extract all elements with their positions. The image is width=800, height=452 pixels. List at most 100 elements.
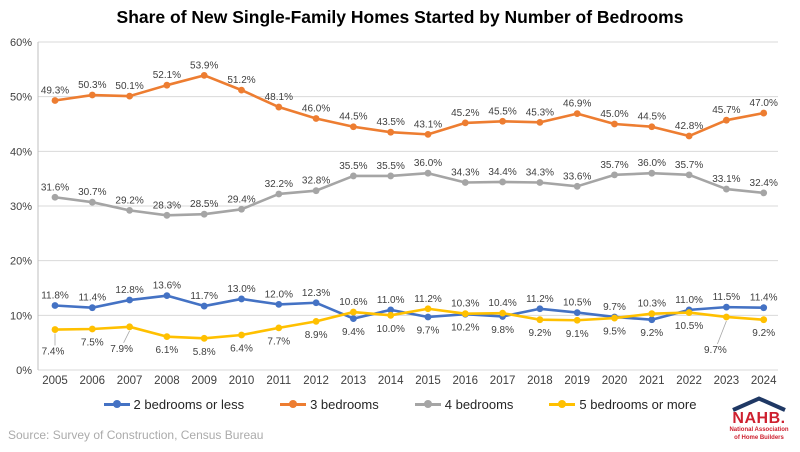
data-label: 9.2% — [640, 328, 663, 339]
y-tick-label: 30% — [10, 201, 32, 213]
data-label: 29.4% — [227, 194, 255, 205]
nahb-logo: NAHB. National Association of Home Build… — [722, 396, 796, 450]
legend-item-4-bedrooms: 4 bedrooms — [414, 397, 514, 412]
bedrooms-share-line-chart: 0% 10% 20% 30% 40% 50% 60% 2005 2006 2007 2008 2009… — [10, 37, 778, 387]
x-tick-label: 2009 — [191, 375, 217, 387]
data-point — [611, 120, 618, 128]
data-label: 48.1% — [265, 92, 293, 103]
data-label: 5.8% — [193, 347, 216, 358]
data-label: 52.1% — [153, 70, 181, 81]
data-label: 10.0% — [377, 324, 405, 335]
data-point — [126, 92, 133, 100]
data-point — [200, 210, 208, 218]
data-label: 34.3% — [526, 167, 554, 178]
data-point — [573, 182, 581, 190]
data-label: 35.5% — [377, 161, 405, 172]
label-leader-line — [717, 320, 727, 345]
data-label: 12.8% — [115, 285, 143, 296]
data-point — [461, 119, 469, 127]
data-labels-5-bedrooms-or-more: 7.4% 7.5% 7.9% 6.1% 5.8% 6.4% 7.7% 8.9% 10.6% 10.… — [42, 294, 776, 358]
data-label: 49.3% — [41, 85, 69, 96]
data-labels-3-bedrooms: 49.3% 50.3% 50.1% 52.1% 53.9% 51.2% 48.1% 46.0%… — [41, 60, 778, 132]
data-label: 11.8% — [41, 290, 69, 301]
legend-item-2-bedrooms-or-less: 2 bedrooms or less — [103, 397, 244, 412]
data-label: 8.9% — [305, 330, 328, 341]
data-label: 46.9% — [563, 99, 591, 110]
data-point — [536, 305, 544, 313]
data-label: 35.7% — [600, 160, 628, 171]
data-label: 13.0% — [227, 284, 255, 295]
data-point — [312, 187, 320, 195]
data-label: 9.8% — [491, 325, 514, 336]
data-labels-4-bedrooms: 31.6% 30.7% 29.2% 28.3% 28.5% 29.4% 32.2% 32.8%… — [41, 158, 778, 211]
data-point — [648, 316, 656, 324]
x-tick-label: 2007 — [117, 375, 143, 387]
data-label: 9.7% — [603, 302, 626, 313]
legend-label: 5 bedrooms or more — [579, 397, 697, 412]
data-label: 9.2% — [752, 328, 775, 339]
data-label: 44.5% — [638, 112, 666, 123]
data-label: 43.5% — [377, 117, 405, 128]
data-label: 35.5% — [339, 161, 367, 172]
legend-marker-icon — [103, 400, 130, 409]
data-point — [350, 315, 357, 323]
data-point — [51, 97, 59, 104]
data-point — [685, 132, 693, 140]
data-point — [648, 169, 656, 177]
legend-label: 4 bedrooms — [444, 397, 514, 412]
legend-marker-icon — [549, 400, 576, 409]
data-label: 35.7% — [675, 160, 703, 171]
data-point — [387, 128, 395, 136]
data-label: 10.3% — [638, 299, 666, 310]
data-point — [536, 118, 544, 126]
data-label: 30.7% — [78, 187, 106, 198]
data-label: 45.7% — [712, 105, 740, 116]
data-point — [275, 103, 283, 111]
x-axis-labels: 2005 2006 2007 2008 2009 2010 2011 2012 2013 2014… — [42, 375, 777, 387]
series-4-bedrooms — [51, 169, 768, 219]
series-5-bedrooms-or-more — [51, 305, 768, 342]
data-point — [88, 198, 96, 206]
legend-item-3-bedrooms: 3 bedrooms — [280, 397, 379, 412]
nahb-logo-line1: National Association — [729, 427, 789, 433]
data-point — [387, 306, 395, 314]
data-point — [760, 316, 768, 324]
data-label: 7.5% — [81, 338, 104, 349]
data-label: 10.2% — [451, 323, 479, 334]
data-label: 29.2% — [115, 195, 143, 206]
data-point — [312, 115, 320, 122]
data-label: 9.7% — [704, 345, 727, 356]
data-label: 32.2% — [265, 179, 293, 190]
data-label: 12.3% — [302, 288, 330, 299]
data-label: 28.5% — [190, 199, 218, 210]
x-tick-label: 2017 — [490, 375, 516, 387]
y-tick-label: 50% — [10, 92, 32, 104]
data-label: 45.5% — [488, 106, 516, 117]
data-point — [51, 193, 59, 201]
data-label: 9.1% — [566, 329, 589, 340]
data-point — [238, 295, 245, 303]
data-point — [611, 171, 618, 179]
legend-marker-dot — [423, 400, 432, 409]
x-tick-label: 2013 — [341, 375, 367, 387]
gridlines — [38, 41, 778, 371]
data-label: 31.6% — [41, 182, 69, 193]
data-point — [573, 309, 581, 316]
data-label: 51.2% — [227, 75, 255, 86]
data-label: 34.4% — [488, 167, 516, 178]
data-point — [461, 179, 469, 186]
y-tick-label: 60% — [10, 37, 32, 49]
data-point — [573, 110, 581, 118]
data-point — [88, 91, 96, 99]
data-label: 34.3% — [451, 167, 479, 178]
x-tick-label: 2020 — [602, 375, 628, 387]
x-tick-label: 2010 — [229, 375, 255, 387]
data-point — [350, 308, 357, 316]
data-label: 11.4% — [750, 293, 778, 304]
series-3-bedrooms — [51, 71, 768, 140]
data-label: 9.4% — [342, 327, 365, 338]
data-label: 36.0% — [414, 158, 442, 169]
data-point — [126, 296, 133, 304]
data-label: 11.0% — [377, 295, 405, 306]
data-point — [200, 71, 208, 79]
